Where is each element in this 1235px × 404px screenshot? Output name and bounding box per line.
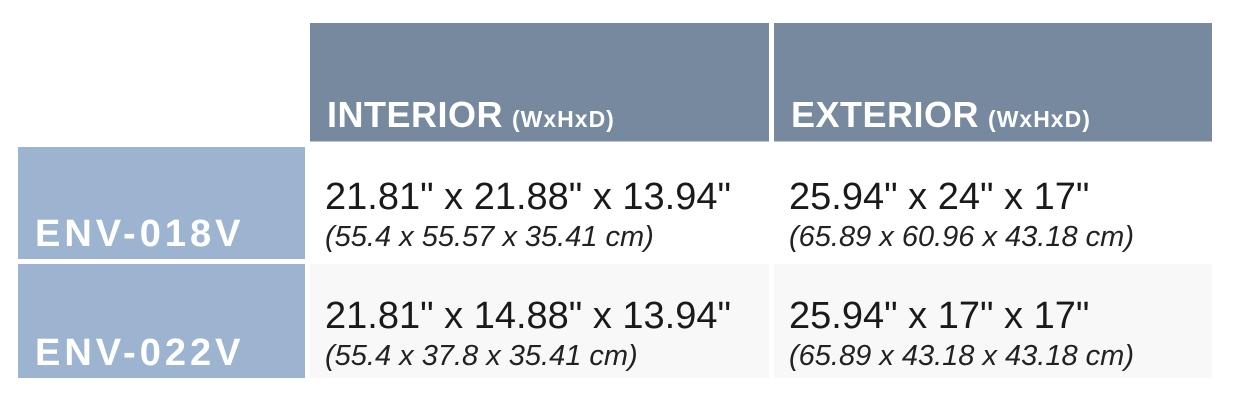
cell-env-018v-interior: 21.81" x 21.88" x 13.94" (55.4 x 55.57 x… [310,147,769,259]
column-header-exterior: EXTERIOR (WxHxD) [774,23,1212,142]
column-header-interior: INTERIOR (WxHxD) [310,23,769,142]
dimensions-spec-table: INTERIOR (WxHxD) EXTERIOR (WxHxD) ENV-01… [18,23,1212,378]
dimension-inches: 25.94" x 17" x 17" [789,294,1090,337]
dimension-cm: (55.4 x 55.57 x 35.41 cm) [325,220,654,253]
model-name-label: ENV-018V [35,213,245,255]
column-header-exterior-text: EXTERIOR (WxHxD) [791,97,1091,133]
interior-header-dims-label: (WxHxD) [512,106,615,132]
exterior-header-dims-label: (WxHxD) [988,106,1091,132]
cell-env-022v-exterior: 25.94" x 17" x 17" (65.89 x 43.18 x 43.1… [774,264,1212,378]
column-header-interior-text: INTERIOR (WxHxD) [327,97,615,133]
exterior-header-label: EXTERIOR [791,94,980,135]
dimension-cm: (65.89 x 60.96 x 43.18 cm) [789,220,1134,253]
model-name-label: ENV-022V [35,332,245,374]
cell-env-018v-exterior: 25.94" x 24" x 17" (65.89 x 60.96 x 43.1… [774,147,1212,259]
interior-header-label: INTERIOR [327,94,504,135]
corner-spacer-cell [18,23,305,142]
row-header-env-018v: ENV-018V [18,147,305,259]
dimension-cm: (65.89 x 43.18 x 43.18 cm) [789,339,1134,372]
cell-env-022v-interior: 21.81" x 14.88" x 13.94" (55.4 x 37.8 x … [310,264,769,378]
dimension-cm: (55.4 x 37.8 x 35.41 cm) [325,339,638,372]
dimension-inches: 21.81" x 21.88" x 13.94" [325,175,731,218]
dimension-inches: 25.94" x 24" x 17" [789,175,1090,218]
dimension-inches: 21.81" x 14.88" x 13.94" [325,294,731,337]
row-header-env-022v: ENV-022V [18,264,305,378]
